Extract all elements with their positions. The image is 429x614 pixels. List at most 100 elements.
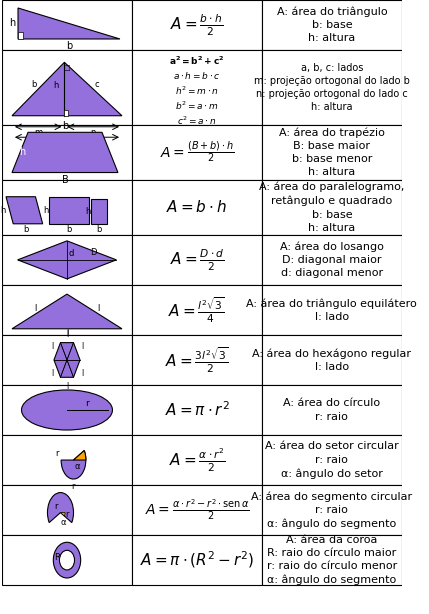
Bar xyxy=(132,285,262,335)
Text: b: b xyxy=(97,225,102,235)
Text: r: r xyxy=(55,502,58,511)
Wedge shape xyxy=(60,513,65,516)
Polygon shape xyxy=(6,196,42,224)
Bar xyxy=(262,125,402,180)
Text: h: h xyxy=(19,147,25,157)
Polygon shape xyxy=(18,8,120,39)
Polygon shape xyxy=(12,294,122,329)
Bar xyxy=(2,485,132,535)
Bar xyxy=(262,485,402,535)
Text: $A = \frac{\alpha \cdot r^2 - r^2 \cdot \mathrm{sen}\,\alpha}{2}$: $A = \frac{\alpha \cdot r^2 - r^2 \cdot … xyxy=(145,498,249,523)
Text: b: b xyxy=(31,80,37,88)
Bar xyxy=(262,0,402,50)
Text: l: l xyxy=(66,329,68,338)
Text: A: área do segmento circular
r: raio
α: ângulo do segmento: A: área do segmento circular r: raio α: … xyxy=(251,491,412,529)
Text: A: área do triângulo equilátero
l: lado: A: área do triângulo equilátero l: lado xyxy=(247,298,417,322)
Text: $A = \frac{\alpha \cdot r^2}{2}$: $A = \frac{\alpha \cdot r^2}{2}$ xyxy=(169,446,225,474)
Text: h: h xyxy=(85,207,91,216)
Text: α: α xyxy=(75,462,80,471)
Text: A: área do trapézio
B: base maior
b: base menor
h: altura: A: área do trapézio B: base maior b: bas… xyxy=(279,127,385,177)
Text: A: área do paralelogramo,
retângulo e quadrado
b: base
h: altura: A: área do paralelogramo, retângulo e qu… xyxy=(259,182,405,233)
Bar xyxy=(64,110,68,116)
Bar xyxy=(132,485,262,535)
Text: r: r xyxy=(72,482,75,491)
Text: A: área do losango
D: diagonal maior
d: diagonal menor: A: área do losango D: diagonal maior d: … xyxy=(280,241,384,278)
Bar xyxy=(2,385,132,435)
Text: D: D xyxy=(91,248,97,257)
Bar xyxy=(132,235,262,285)
Bar xyxy=(262,385,402,435)
Text: A: área da coroa
R: raio do círculo maior
r: raio do círculo menor
α: ângulo do : A: área da coroa R: raio do círculo maio… xyxy=(267,535,397,585)
Bar xyxy=(2,435,132,485)
Text: a: a xyxy=(64,139,69,148)
Bar xyxy=(2,335,132,385)
Text: l: l xyxy=(81,342,83,351)
Text: l: l xyxy=(81,369,83,378)
Ellipse shape xyxy=(53,542,81,578)
Text: A: área do hexágono regular
l: lado: A: área do hexágono regular l: lado xyxy=(252,348,411,372)
Text: l: l xyxy=(34,304,37,313)
Text: r: r xyxy=(65,510,69,519)
Bar xyxy=(2,180,132,235)
Bar xyxy=(132,180,262,235)
Bar xyxy=(132,50,262,125)
Text: r: r xyxy=(55,449,59,459)
Text: a, b, c: lados
m: projeção ortogonal do lado b
n: projeção ortogonal do lado c
h: a, b, c: lados m: projeção ortogonal do … xyxy=(254,63,410,112)
Text: b: b xyxy=(23,225,29,235)
Bar xyxy=(2,285,132,335)
Text: $A = \frac{l^2\sqrt{3}}{4}$: $A = \frac{l^2\sqrt{3}}{4}$ xyxy=(169,295,225,325)
Text: $a \cdot h = b \cdot c$: $a \cdot h = b \cdot c$ xyxy=(173,70,221,81)
Bar xyxy=(262,235,402,285)
Text: $A = \pi \cdot (R^2 - r^2)$: $A = \pi \cdot (R^2 - r^2)$ xyxy=(139,550,254,570)
Bar xyxy=(132,0,262,50)
Polygon shape xyxy=(54,343,80,377)
Text: R: R xyxy=(54,553,60,562)
Polygon shape xyxy=(48,196,89,224)
Text: c: c xyxy=(95,80,100,88)
Bar xyxy=(2,535,132,585)
Text: □: □ xyxy=(63,66,69,71)
Text: A: área do setor circular
r: raio
α: ângulo do setor: A: área do setor circular r: raio α: âng… xyxy=(265,441,399,478)
Text: b: b xyxy=(66,225,72,235)
Text: b: b xyxy=(62,121,68,131)
Bar xyxy=(262,285,402,335)
Wedge shape xyxy=(48,492,73,523)
Ellipse shape xyxy=(60,550,75,570)
Text: l: l xyxy=(51,342,53,351)
Text: $A = b \cdot h$: $A = b \cdot h$ xyxy=(166,200,227,216)
Text: $b^2 = a \cdot m$: $b^2 = a \cdot m$ xyxy=(175,99,219,112)
Text: l: l xyxy=(66,382,68,391)
Bar xyxy=(262,535,402,585)
Bar xyxy=(262,50,402,125)
Text: h: h xyxy=(43,206,48,215)
Bar xyxy=(262,335,402,385)
Bar xyxy=(262,180,402,235)
Text: h: h xyxy=(9,18,15,28)
Polygon shape xyxy=(18,241,116,279)
Text: $c^2 = a \cdot n$: $c^2 = a \cdot n$ xyxy=(177,114,217,126)
Ellipse shape xyxy=(21,390,112,430)
Text: B: B xyxy=(62,175,68,185)
Polygon shape xyxy=(12,63,122,116)
Text: l: l xyxy=(97,304,100,313)
Bar xyxy=(18,32,23,39)
Text: m: m xyxy=(34,128,42,138)
Text: l: l xyxy=(51,369,53,378)
Text: h: h xyxy=(0,206,6,215)
Text: l: l xyxy=(66,330,68,340)
Bar xyxy=(2,50,132,125)
Bar xyxy=(2,235,132,285)
Polygon shape xyxy=(12,133,118,173)
Text: r: r xyxy=(85,399,89,408)
Bar xyxy=(132,535,262,585)
Text: α: α xyxy=(60,518,66,527)
Text: A: área do círculo
r: raio: A: área do círculo r: raio xyxy=(283,398,381,422)
Text: d: d xyxy=(68,249,74,258)
Text: r: r xyxy=(68,553,71,562)
Bar xyxy=(132,125,262,180)
Text: $A = \pi \cdot r^2$: $A = \pi \cdot r^2$ xyxy=(165,401,229,419)
Text: b: b xyxy=(66,41,72,52)
Text: $h^2 = m \cdot n$: $h^2 = m \cdot n$ xyxy=(175,84,219,96)
Text: $A = \frac{(B+b) \cdot h}{2}$: $A = \frac{(B+b) \cdot h}{2}$ xyxy=(160,140,234,165)
Wedge shape xyxy=(61,451,86,479)
